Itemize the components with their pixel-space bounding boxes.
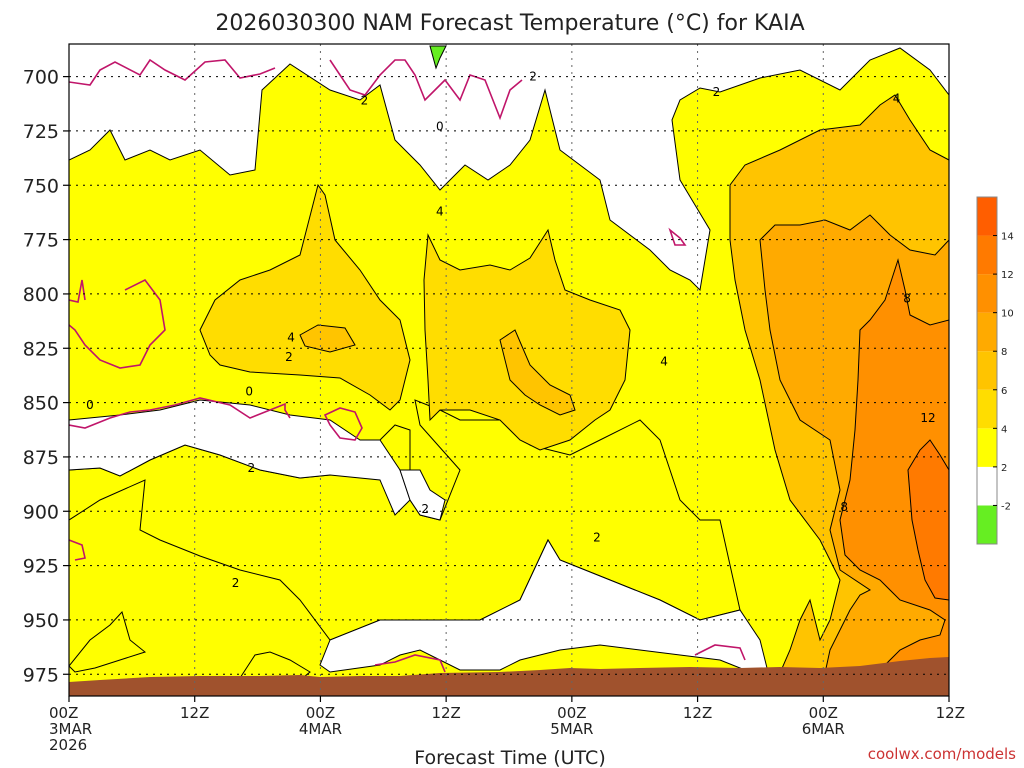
contour-label: 4 <box>893 91 901 105</box>
fill-10to12-right <box>839 258 949 691</box>
plot-frame <box>68 43 950 697</box>
fill-4to6-mid-left <box>199 183 411 411</box>
contour-label: 2 <box>593 530 601 544</box>
y-tick-label: 700 <box>23 67 59 89</box>
credit-text: coolwx.com/models <box>868 745 1016 763</box>
x-tick-label: 2026 <box>49 736 87 754</box>
colorbar-tick-label: 12 <box>1001 270 1014 281</box>
colorbar-bin <box>977 389 997 429</box>
y-tick-label: 875 <box>23 447 59 469</box>
colorbar-tick-label: 10 <box>1001 309 1014 320</box>
contour-label: 0 <box>86 398 94 412</box>
y-tick-label: 925 <box>23 556 59 578</box>
y-tick-label: 750 <box>23 175 59 197</box>
colorbar-bin <box>977 235 997 275</box>
x-tick-label: 12Z <box>683 704 712 722</box>
contour-label: 12 <box>920 411 935 425</box>
x-tick-label: 00Z <box>306 704 335 722</box>
terrain-surface <box>69 657 949 696</box>
temperature-fill-layer <box>69 44 949 696</box>
colorbar-tick-label: 14 <box>1001 232 1014 243</box>
colorbar-tick-label: 8 <box>1001 347 1007 358</box>
contour-label: 4 <box>660 354 668 368</box>
contour-label: 2 <box>247 461 255 475</box>
x-tick-label: 5MAR <box>550 720 593 738</box>
x-tick-label: 00Z <box>809 704 838 722</box>
contour-label: 4 <box>436 204 444 218</box>
zero-contour-top <box>69 58 523 121</box>
y-axis: 700 725 750 775 800 825 850 875 900 925 950 975 <box>23 67 69 686</box>
contour-label: 2 <box>285 350 293 364</box>
contour-label: 8 <box>840 500 848 514</box>
colorbar-tick-label: 4 <box>1001 424 1007 435</box>
zero-contour-left <box>69 278 291 429</box>
colorbar-bin <box>977 274 997 313</box>
colorbar-bin <box>977 312 997 352</box>
fill-2to4-lens-left <box>69 611 147 673</box>
x-tick-label: 6MAR <box>802 720 845 738</box>
fill-below-minus2-pocket <box>429 45 447 70</box>
fill-12to14-right <box>907 439 949 601</box>
x-tick-label: 3MAR <box>49 720 92 738</box>
x-axis-title: Forecast Time (UTC) <box>414 747 605 768</box>
y-tick-label: 775 <box>23 230 59 252</box>
x-tick-label: 12Z <box>431 704 460 722</box>
fill-below2-lower-band <box>319 538 771 681</box>
contour-label: 8 <box>903 291 911 305</box>
y-tick-label: 800 <box>23 284 59 306</box>
contour-label: 2 <box>232 576 240 590</box>
fill-6to8-pocket-a <box>299 324 356 353</box>
contour-label: 4 <box>287 330 295 344</box>
zero-contour-lower <box>69 227 746 673</box>
contour-label: 2 <box>713 85 721 99</box>
chart-title: 2026030300 NAM Forecast Temperature (°C)… <box>215 11 804 36</box>
colorbar-frame <box>976 196 998 545</box>
colorbar-tick-label: 2 <box>1001 463 1007 474</box>
fill-6to8-pocket-b <box>499 329 576 416</box>
colorbar-bin <box>977 466 997 506</box>
x-tick-label: 4MAR <box>299 720 342 738</box>
colorbar-bin <box>977 197 997 236</box>
y-tick-label: 850 <box>23 393 59 415</box>
colorbar-bin <box>977 428 997 467</box>
contour-labels: 2 0 2 2 4 4 4 2 4 0 0 8 12 2 8 2 2 2 <box>86 70 936 590</box>
x-tick-label: 00Z <box>557 704 586 722</box>
x-tick-label: 12Z <box>936 704 965 722</box>
colorbar-bin <box>977 505 997 544</box>
y-tick-label: 900 <box>23 501 59 523</box>
colorbar-tick-label: 6 <box>1001 386 1007 397</box>
y-tick-label: 725 <box>23 121 59 143</box>
fill-below2-pocket <box>69 399 411 516</box>
contour-label: 0 <box>436 120 444 134</box>
colorbar-bin <box>977 351 997 390</box>
contour-label: 2 <box>361 94 369 108</box>
colorbar-tick-label: -2 <box>1001 501 1011 512</box>
contour-label: 2 <box>421 502 429 516</box>
y-tick-label: 950 <box>23 610 59 632</box>
fill-below2-notch <box>399 469 446 521</box>
y-tick-label: 975 <box>23 664 59 686</box>
contour-label: 2 <box>529 70 537 84</box>
fill-4to6-mid-center <box>423 228 631 451</box>
contour-label: 0 <box>245 385 253 399</box>
x-tick-label: 12Z <box>180 704 209 722</box>
zero-contour-mid <box>323 407 363 441</box>
y-tick-label: 825 <box>23 338 59 360</box>
x-tick-label: 00Z <box>49 704 78 722</box>
colorbar: -2 2 4 6 8 10 12 14 <box>976 196 1014 545</box>
